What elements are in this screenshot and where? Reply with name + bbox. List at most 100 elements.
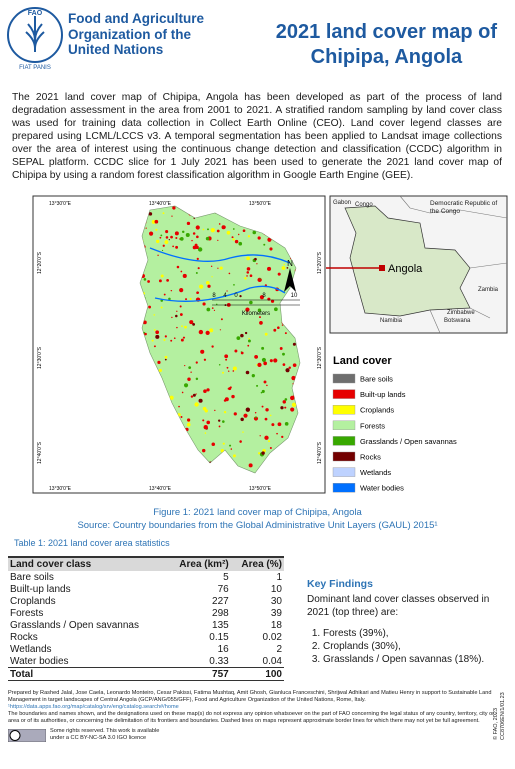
land-cover-patch [180,270,183,273]
land-cover-patch [279,347,283,350]
land-cover-patch [224,354,229,359]
cell: 227 [212,595,229,607]
land-cover-patch [211,442,216,447]
land-cover-patch [217,239,219,241]
land-cover-patch [211,307,214,309]
land-cover-patch [186,221,191,226]
land-cover-patch [222,371,225,374]
land-cover-patch [171,215,173,217]
lat-label: 12°30'0"S [317,346,323,369]
land-cover-patch [259,278,261,280]
land-cover-patch [191,239,193,242]
scale-label: 10 [291,293,298,299]
land-cover-patch [192,393,196,397]
land-cover-patch [154,219,159,224]
land-cover-patch [223,399,227,402]
scale-bar [212,299,300,306]
land-cover-patch [186,422,191,427]
land-cover-patch [268,440,271,443]
footer: Prepared by Rashed Jalal, Jose Caela, Le… [8,690,498,742]
land-cover-patch [277,272,281,276]
land-cover-patch [153,329,156,331]
land-cover-patch [176,265,180,269]
source-link[interactable]: ¹https://data.apps.fao.org/map/catalog/s… [8,704,179,710]
land-cover-patch [232,454,236,458]
land-cover-patch [263,361,267,366]
land-cover-patch [257,362,262,367]
land-cover-patch [164,355,168,359]
inset-label: Zambia [478,287,499,293]
legend-swatch [332,373,356,384]
inset-label: Zimbabwe [447,310,475,316]
land-cover-patch [281,266,286,270]
legend-label: Built-up lands [360,390,406,399]
land-cover-patch [195,271,198,274]
table-row: Wetlands 16 2 [8,643,284,655]
land-cover-patch [199,284,204,289]
land-cover-patch [223,411,227,414]
header-cell: Land cover class [8,556,167,571]
land-cover-patch [185,233,190,238]
land-cover-patch [190,371,192,373]
land-cover-patch [222,420,225,423]
stats-table: Land cover class Area (km²) Area (%) Bare s… [8,556,284,681]
land-cover-patch [206,420,211,425]
finding: Grasslands / Open savannas (18%). [323,653,512,666]
legend-label: Forests [360,421,385,430]
cell: 76 [217,583,229,595]
land-cover-patch [259,321,263,325]
doc-code: © FAO, 2023 CC8706EN/1/01.23 [493,692,507,740]
land-cover-patch [169,395,174,400]
land-cover-patch [274,307,278,312]
land-cover-patch [263,380,267,384]
land-cover-patch [277,326,280,329]
land-cover-patch [264,417,268,421]
cell: 30 [270,595,282,607]
inset-label: Botswana [444,318,471,324]
land-cover-patch [149,231,154,236]
land-cover-patch [281,435,284,439]
total-cell: 100 [230,667,284,681]
land-cover-patch [282,352,285,356]
land-cover-patch [182,230,185,234]
land-cover-patch [228,387,232,391]
land-cover-patch [247,235,251,238]
table-row: Bare soils 5 1 [8,571,284,583]
land-cover-patch [260,391,263,394]
land-cover-patch [240,417,244,422]
legend-label: Grasslands / Open savannas [360,437,457,446]
table-row: Grasslands / Open savannas 135 18 [8,619,284,631]
lat-label: 12°20'0"S [37,251,43,274]
land-cover-patch [192,245,197,250]
river [149,247,291,302]
land-cover-patch [214,409,216,412]
land-cover-patch [182,273,187,279]
lon-label: 13°50'0"E [249,486,272,492]
land-cover-patch [205,330,210,335]
land-cover-patch [168,297,171,301]
table-title: Table 1: 2021 land cover area statistics [14,538,170,548]
fao-logo: FAO FIAT PANIS [7,7,63,71]
land-cover-patch [282,363,286,366]
cell: 18 [270,619,282,631]
land-cover-patch [228,370,230,372]
lat-label: 12°30'0"S [37,346,43,369]
land-cover-patch [283,263,286,266]
land-cover-patch [252,230,257,235]
land-cover-patch [163,338,166,341]
land-cover-patch [147,280,150,283]
finding: Croplands (30%), [323,640,512,653]
land-cover-patch [192,322,196,326]
cell: Bare soils [10,571,54,583]
land-cover-patch [155,334,160,339]
land-cover-patch [194,402,199,407]
land-cover-patch [290,395,295,401]
land-cover-patch [155,228,158,231]
land-cover-patch [165,236,169,239]
land-cover-patch [179,305,182,308]
land-cover-patch [222,225,226,229]
land-cover-patch [261,357,266,362]
land-cover-patch [261,405,264,408]
land-cover-patch [264,332,268,336]
cell: Forests [10,607,44,619]
